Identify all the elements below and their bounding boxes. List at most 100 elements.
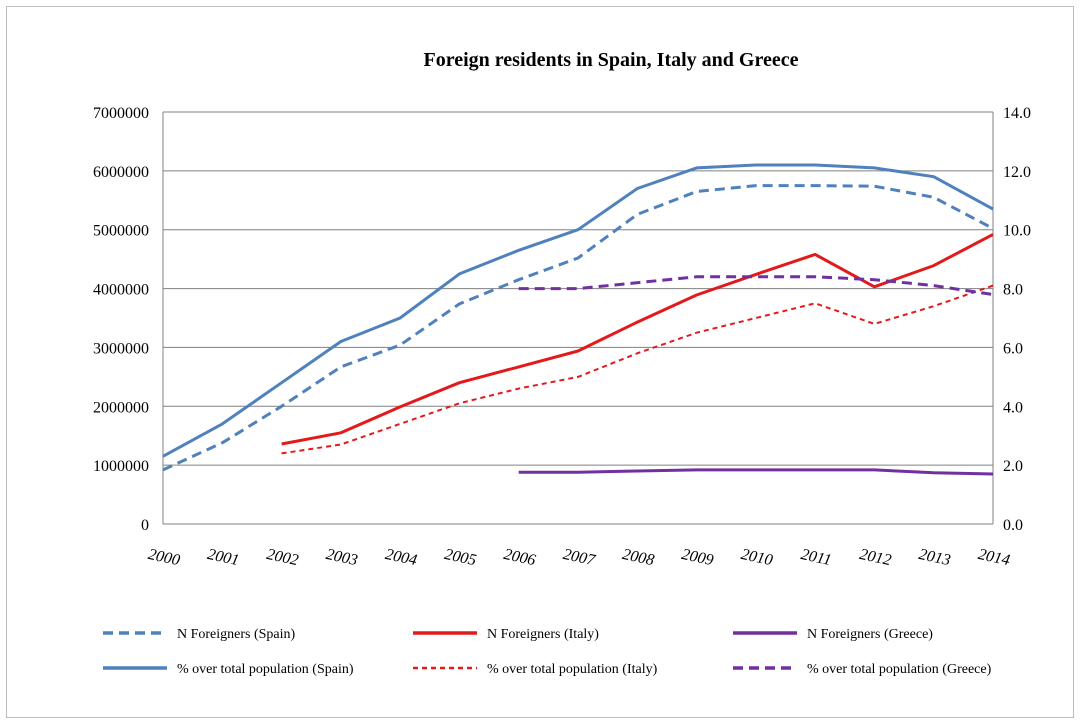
data-point-over-total-population-spain: [162, 455, 164, 457]
data-point-n-foreigners-spain: [281, 405, 283, 407]
series-line-over-total-population-greece: [518, 275, 994, 296]
data-point-n-foreigners-spain: [933, 196, 935, 198]
data-point-n-foreigners-spain: [340, 366, 342, 368]
data-point-over-total-population-italy: [518, 388, 520, 390]
x-axis-tick-label: 2006: [502, 546, 537, 569]
data-point-over-total-population-spain: [458, 273, 460, 275]
left-axis-tick-label: 7000000: [93, 105, 149, 122]
data-point-n-foreigners-italy: [281, 443, 283, 445]
legend-label: N Foreigners (Greece): [807, 627, 933, 642]
data-point-over-total-population-greece: [814, 276, 816, 278]
data-point-over-total-population-italy: [281, 452, 283, 454]
legend-label: N Foreigners (Italy): [487, 627, 599, 642]
right-axis-tick-label: 0.0: [1003, 517, 1023, 534]
left-axis-tick-label: 6000000: [93, 164, 149, 181]
right-axis-tick-label: 14.0: [1003, 105, 1031, 122]
data-point-over-total-population-greece: [518, 288, 520, 290]
x-axis-tick-label: 2000: [147, 546, 182, 569]
data-point-n-foreigners-spain: [458, 303, 460, 305]
x-axis-tick-label: 2008: [621, 546, 656, 569]
data-point-n-foreigners-greece: [696, 469, 698, 471]
axes: [162, 112, 994, 525]
legend-item-n-foreigners-greece: N Foreigners (Greece): [733, 627, 933, 642]
data-point-over-total-population-spain: [281, 382, 283, 384]
x-axis-tick-label: 2003: [324, 546, 359, 569]
data-point-n-foreigners-spain: [162, 469, 164, 471]
data-point-over-total-population-italy: [696, 332, 698, 334]
left-axis-ticks: 0 1000000 2000000 3000000 4000000 5000000 6000…: [93, 105, 149, 534]
data-point-n-foreigners-italy: [696, 294, 698, 296]
left-axis-tick-label: 3000000: [93, 340, 149, 357]
data-point-n-foreigners-spain: [518, 279, 520, 281]
x-axis-tick-label: 2004: [384, 546, 419, 569]
series-lines: [162, 163, 994, 476]
data-point-n-foreigners-italy: [636, 321, 638, 323]
data-point-n-foreigners-greece: [873, 469, 875, 471]
legend-item-over-total-population-greece: % over total population (Greece): [733, 662, 992, 677]
data-point-n-foreigners-spain: [399, 344, 401, 346]
data-point-over-total-population-italy: [873, 323, 875, 325]
data-point-n-foreigners-greece: [755, 469, 757, 471]
x-axis-tick-label: 2011: [799, 546, 833, 569]
x-axis-tick-label: 2005: [443, 546, 478, 569]
data-point-over-total-population-spain: [933, 176, 935, 178]
data-point-n-foreigners-italy: [755, 273, 757, 275]
data-point-over-total-population-spain: [577, 229, 579, 231]
data-point-n-foreigners-spain: [814, 185, 816, 187]
data-point-n-foreigners-italy: [340, 432, 342, 434]
legend-item-over-total-population-italy: % over total population (Italy): [413, 662, 658, 677]
data-point-over-total-population-spain: [696, 167, 698, 169]
data-point-over-total-population-spain: [518, 249, 520, 251]
data-point-n-foreigners-greece: [577, 471, 579, 473]
data-point-n-foreigners-italy: [873, 286, 875, 288]
data-point-over-total-population-spain: [755, 164, 757, 166]
data-point-over-total-population-spain: [814, 164, 816, 166]
data-point-n-foreigners-spain: [221, 442, 223, 444]
data-point-over-total-population-spain: [636, 188, 638, 190]
legend-item-n-foreigners-italy: N Foreigners (Italy): [413, 627, 599, 642]
left-axis-tick-label: 2000000: [93, 399, 149, 416]
data-point-n-foreigners-greece: [636, 470, 638, 472]
data-point-n-foreigners-greece: [518, 471, 520, 473]
left-axis-tick-label: 5000000: [93, 223, 149, 240]
series-line-n-foreigners-spain: [162, 184, 994, 472]
legend-item-n-foreigners-spain: N Foreigners (Spain): [103, 627, 296, 642]
data-point-over-total-population-italy: [399, 423, 401, 425]
data-point-n-foreigners-spain: [992, 228, 994, 230]
right-axis-tick-label: 4.0: [1003, 399, 1023, 416]
series-line-n-foreigners-greece: [518, 468, 994, 476]
chart-title: Foreign residents in Spain, Italy and Gr…: [423, 49, 798, 71]
data-point-over-total-population-spain: [992, 208, 994, 210]
data-point-over-total-population-italy: [458, 402, 460, 404]
legend: N Foreigners (Spain) N Foreigners (Italy)…: [103, 627, 992, 677]
x-axis-tick-label: 2007: [562, 546, 598, 569]
data-point-n-foreigners-spain: [577, 257, 579, 259]
data-point-over-total-population-spain: [221, 423, 223, 425]
x-axis-tick-label: 2010: [739, 546, 774, 569]
legend-label: % over total population (Greece): [807, 662, 992, 677]
right-axis-tick-label: 2.0: [1003, 458, 1023, 475]
data-point-n-foreigners-greece: [814, 469, 816, 471]
x-axis-tick-label: 2014: [977, 546, 1012, 569]
data-point-n-foreigners-italy: [577, 350, 579, 352]
data-point-over-total-population-greece: [696, 276, 698, 278]
data-point-n-foreigners-spain: [873, 185, 875, 187]
left-axis-tick-label: 4000000: [93, 282, 149, 299]
data-point-over-total-population-italy: [933, 305, 935, 307]
data-point-over-total-population-greece: [933, 285, 935, 287]
data-point-over-total-population-spain: [873, 167, 875, 169]
right-axis-tick-label: 6.0: [1003, 340, 1023, 357]
x-axis-tick-label: 2009: [680, 546, 715, 569]
data-point-n-foreigners-italy: [518, 366, 520, 368]
x-axis-tick-label: 2002: [265, 546, 300, 569]
legend-label: % over total population (Spain): [177, 662, 354, 677]
data-point-over-total-population-greece: [755, 276, 757, 278]
data-point-over-total-population-greece: [992, 293, 994, 295]
data-point-n-foreigners-italy: [458, 382, 460, 384]
x-axis-tick-label: 2001: [206, 546, 241, 569]
right-axis-tick-label: 12.0: [1003, 164, 1031, 181]
left-axis-tick-label: 0: [141, 517, 149, 534]
data-point-n-foreigners-greece: [933, 472, 935, 474]
data-point-over-total-population-greece: [873, 279, 875, 281]
